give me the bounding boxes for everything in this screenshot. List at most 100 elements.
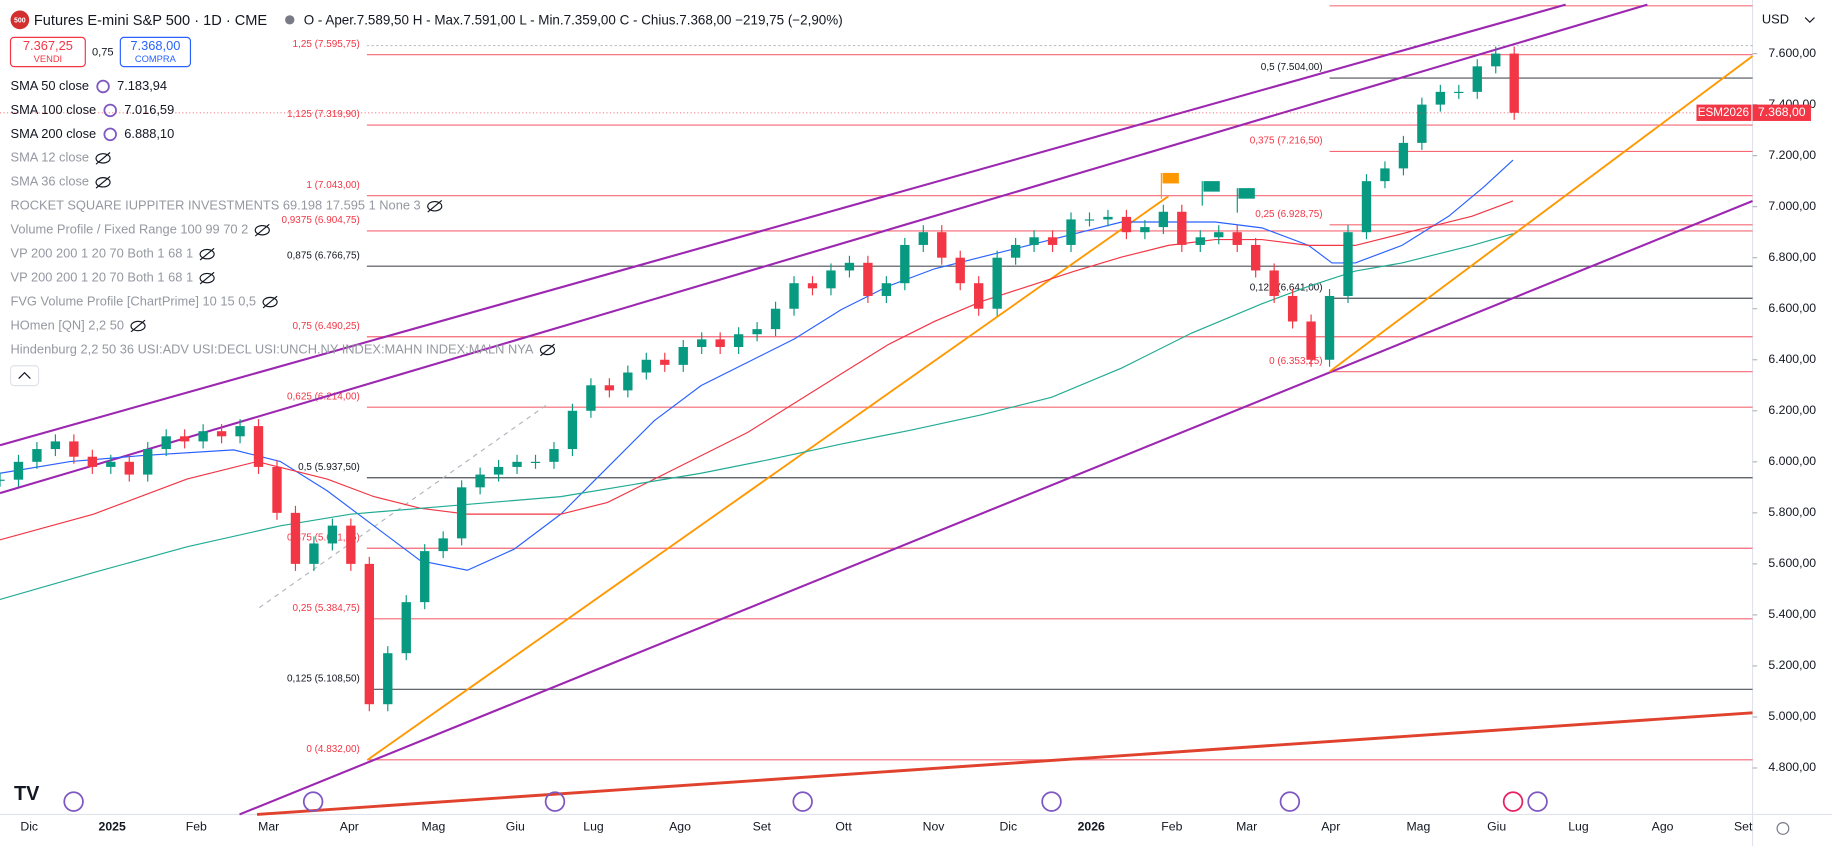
candle-body <box>512 461 522 467</box>
candle-body <box>733 334 744 348</box>
hidden-icon <box>199 272 215 284</box>
sma-200-line <box>0 233 1514 601</box>
indicator-name: Hindenburg 2,2 50 36 USI:ADV USI:DECL US… <box>11 341 534 356</box>
candle-body <box>1010 244 1021 258</box>
candle-body <box>1361 181 1372 233</box>
buy-price: 7.368,00 <box>130 38 180 53</box>
x-tick-label: 2026 <box>1078 820 1105 834</box>
fib-label: 0,25 (5.384,75) <box>293 603 360 614</box>
x-tick-label: Nov <box>923 820 946 834</box>
candle-body <box>1140 227 1150 233</box>
candle-body <box>752 329 762 335</box>
y-tick-label: 7.000,00 <box>1768 199 1816 213</box>
candle-body <box>179 436 190 442</box>
candle-body <box>253 426 264 467</box>
x-tick-label: Mar <box>1236 820 1257 834</box>
x-tick-label: Ago <box>1652 820 1674 834</box>
settings-icon[interactable] <box>1776 822 1790 835</box>
candle-body <box>586 385 596 411</box>
last-price-bg <box>1752 104 1811 121</box>
candle-body <box>87 456 98 467</box>
hidden-icon-slash <box>540 343 555 357</box>
candle-body <box>161 436 171 450</box>
indicator-icon <box>103 103 117 118</box>
x-tick-label: Mag <box>1406 820 1430 834</box>
candle-body <box>1121 216 1132 233</box>
x-tick-label: Giu <box>506 820 525 834</box>
x-tick-label: Ott <box>835 820 852 834</box>
fib-label: 1,125 (7.319,90) <box>287 109 360 120</box>
candle-body <box>863 262 873 296</box>
currency[interactable]: USD <box>1762 11 1789 26</box>
x-tick-label: Apr <box>1321 820 1340 834</box>
candle-body <box>826 270 836 289</box>
candle-body <box>1380 168 1390 182</box>
indicator-name: VP 200 200 1 20 70 Both 1 68 1 <box>11 269 194 284</box>
trend-line <box>367 195 1169 761</box>
candle-body <box>1177 211 1187 245</box>
candle-body <box>937 232 947 258</box>
drawings <box>0 3 1754 816</box>
candle-body <box>493 466 504 475</box>
hidden-icon-slash <box>130 319 146 333</box>
fib-label: 0,875 (6.766,75) <box>287 250 360 261</box>
candle-body <box>106 461 116 467</box>
candle-body <box>13 461 24 480</box>
buy-button[interactable] <box>119 36 192 68</box>
symbol-title[interactable]: Futures E-mini S&P 500 · 1D · CME <box>34 13 268 29</box>
candle-body <box>1343 232 1353 296</box>
last-price: 7.368,00 <box>1758 105 1806 119</box>
candle-body <box>1029 237 1039 245</box>
fib-label: 0 (6.353,25) <box>1269 356 1323 367</box>
candle-body <box>364 563 374 705</box>
candle-body <box>1232 232 1242 245</box>
indicator-icon <box>103 127 117 142</box>
x-tick-label: Ago <box>669 820 691 834</box>
dashed-line <box>259 402 550 609</box>
candle-body <box>383 653 393 705</box>
x-tick-label: Apr <box>340 820 359 834</box>
hidden-icon <box>130 320 146 332</box>
flags <box>1160 172 1255 213</box>
sma-50-line <box>0 159 1514 571</box>
candle-body <box>678 347 688 365</box>
channel-line <box>0 3 1648 495</box>
sell-button[interactable] <box>9 36 86 68</box>
y-tick-label: 6.600,00 <box>1768 301 1816 315</box>
hidden-icon <box>199 248 215 260</box>
candle-body <box>1084 219 1095 221</box>
indicator-icon <box>96 79 110 94</box>
candle-body <box>1251 244 1261 271</box>
candle-body <box>198 431 208 442</box>
fib-label: 1 (7.043,00) <box>306 180 360 191</box>
symbol-tag-bg <box>1696 104 1752 121</box>
x-tick-label: Dic <box>999 820 1017 834</box>
candle-body <box>1214 232 1224 238</box>
buy-label: COMPRA <box>135 54 177 64</box>
fib-label: 0,5 (5.937,50) <box>298 462 360 473</box>
collapse-button[interactable] <box>9 365 40 387</box>
y-tick-label: 4.800,00 <box>1768 760 1816 774</box>
y-tick-label: 5.800,00 <box>1768 505 1816 519</box>
candle-body <box>1287 295 1298 322</box>
x-tick-label: Mag <box>422 820 446 834</box>
hidden-icon <box>427 200 443 212</box>
fib-label: 0,25 (6.928,75) <box>1255 209 1322 220</box>
candle-body <box>789 283 799 309</box>
hidden-icon-slash <box>95 175 111 189</box>
indicator-name: VP 200 200 1 20 70 Both 1 68 1 <box>11 246 194 261</box>
x-tick-label: Lug <box>1568 820 1589 834</box>
candle-body <box>1398 142 1409 169</box>
indicator-name: ROCKET SQUARE IUPPITER INVESTMENTS 69.19… <box>11 198 421 213</box>
indicator-name: SMA 36 close <box>11 174 90 189</box>
fib-label: 0,75 (6.490,25) <box>293 321 360 332</box>
y-tick-label: 7.200,00 <box>1768 148 1816 162</box>
y-tick-label: 5.600,00 <box>1768 556 1816 570</box>
currency-caret <box>1804 17 1815 24</box>
indicator-value: 6.888,10 <box>124 126 174 141</box>
indicator-value: 7.183,94 <box>117 78 167 93</box>
hidden-icon <box>95 177 111 188</box>
candle-body <box>1103 216 1113 220</box>
